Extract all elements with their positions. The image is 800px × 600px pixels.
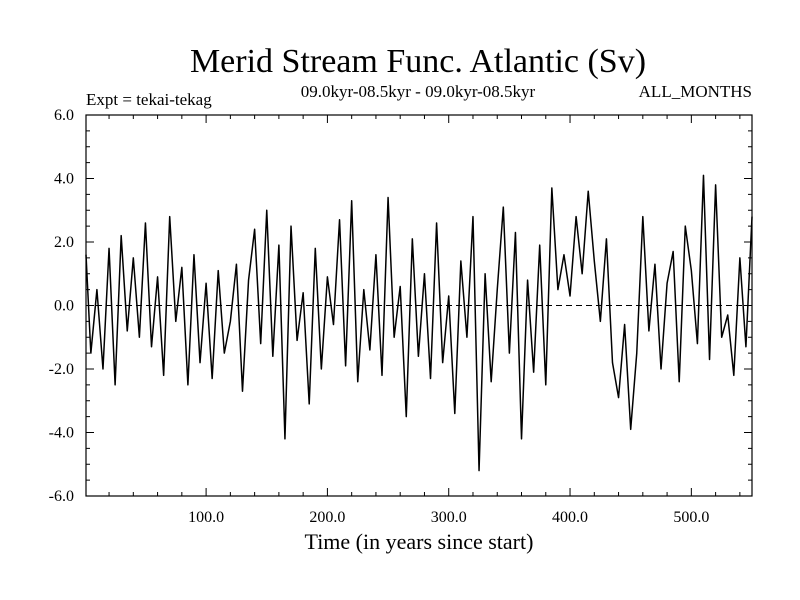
y-tick-label-4: 4.0 [54, 171, 74, 188]
chart-title: Merid Stream Func. Atlantic (Sv) [190, 43, 646, 80]
y-tick-label-2: 2.0 [54, 234, 74, 251]
y-tick-label-6: 6.0 [54, 107, 74, 124]
series-line-0 [85, 174, 753, 472]
y-tick-label-0: 0.0 [54, 298, 74, 315]
ticks-layer: 100.0 200.0 300.0 400.0 500.0 6.0 4.0 2.0 0.0 -2.… [49, 107, 752, 526]
x-tick-label-100: 100.0 [188, 509, 224, 526]
y-tick-label-neg4: -4.0 [49, 425, 74, 442]
series-layer [85, 174, 753, 472]
experiment-label: Expt = tekai-tekag [86, 90, 212, 109]
x-tick-label-500: 500.0 [673, 509, 709, 526]
chart-subtitle: 09.0kyr-08.5kyr - 09.0kyr-08.5kyr [301, 82, 536, 101]
y-tick-label-neg6: -6.0 [49, 488, 74, 505]
months-label: ALL_MONTHS [639, 82, 752, 101]
y-tick-label-neg2: -2.0 [49, 361, 74, 378]
x-tick-label-300: 300.0 [431, 509, 467, 526]
x-tick-label-200: 200.0 [309, 509, 345, 526]
plot-frame [85, 114, 753, 497]
x-axis-label: Time (in years since start) [305, 529, 534, 554]
x-tick-label-400: 400.0 [552, 509, 588, 526]
